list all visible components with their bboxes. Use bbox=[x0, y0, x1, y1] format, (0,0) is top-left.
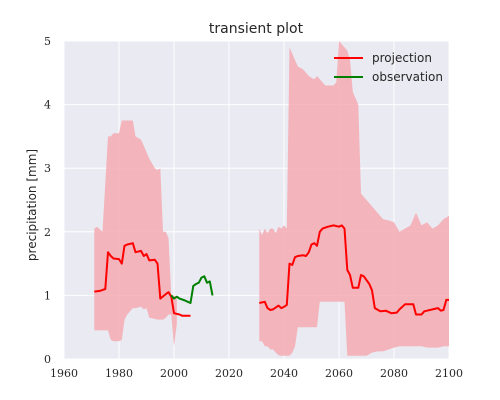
legend: projection observation bbox=[334, 51, 443, 84]
projection-range-band bbox=[259, 41, 449, 356]
x-tick-label: 1960 bbox=[50, 367, 78, 380]
x-tick-label: 2100 bbox=[435, 367, 463, 380]
y-tick-label: 0 bbox=[44, 353, 51, 366]
observation-series-line bbox=[170, 275, 214, 304]
legend-label-projection: projection bbox=[372, 51, 432, 65]
y-tick-label: 2 bbox=[44, 226, 51, 239]
y-tick-labels: 0 1 2 3 4 5 bbox=[44, 35, 51, 366]
legend-label-observation: observation bbox=[372, 70, 443, 84]
x-tick-label: 2020 bbox=[215, 367, 243, 380]
x-tick-labels: 1960 1980 2000 2020 2040 2060 2080 2100 bbox=[50, 367, 463, 380]
y-tick-label: 1 bbox=[44, 289, 51, 302]
x-tick-label: 1980 bbox=[105, 367, 133, 380]
y-tick-label: 4 bbox=[44, 99, 51, 112]
y-axis-label: precipitation [mm] bbox=[25, 149, 39, 261]
y-tick-label: 3 bbox=[44, 162, 51, 175]
x-tick-label: 2060 bbox=[325, 367, 353, 380]
x-tick-label: 2040 bbox=[270, 367, 298, 380]
projection-range-band bbox=[94, 120, 177, 347]
y-tick-label: 5 bbox=[44, 35, 51, 48]
projection-series-line bbox=[259, 224, 449, 316]
x-tick-label: 2080 bbox=[380, 367, 408, 380]
x-tick-label: 2000 bbox=[160, 367, 188, 380]
chart-title: transient plot bbox=[209, 21, 304, 37]
projection-range-bands bbox=[94, 41, 449, 356]
series-lines bbox=[94, 224, 449, 317]
